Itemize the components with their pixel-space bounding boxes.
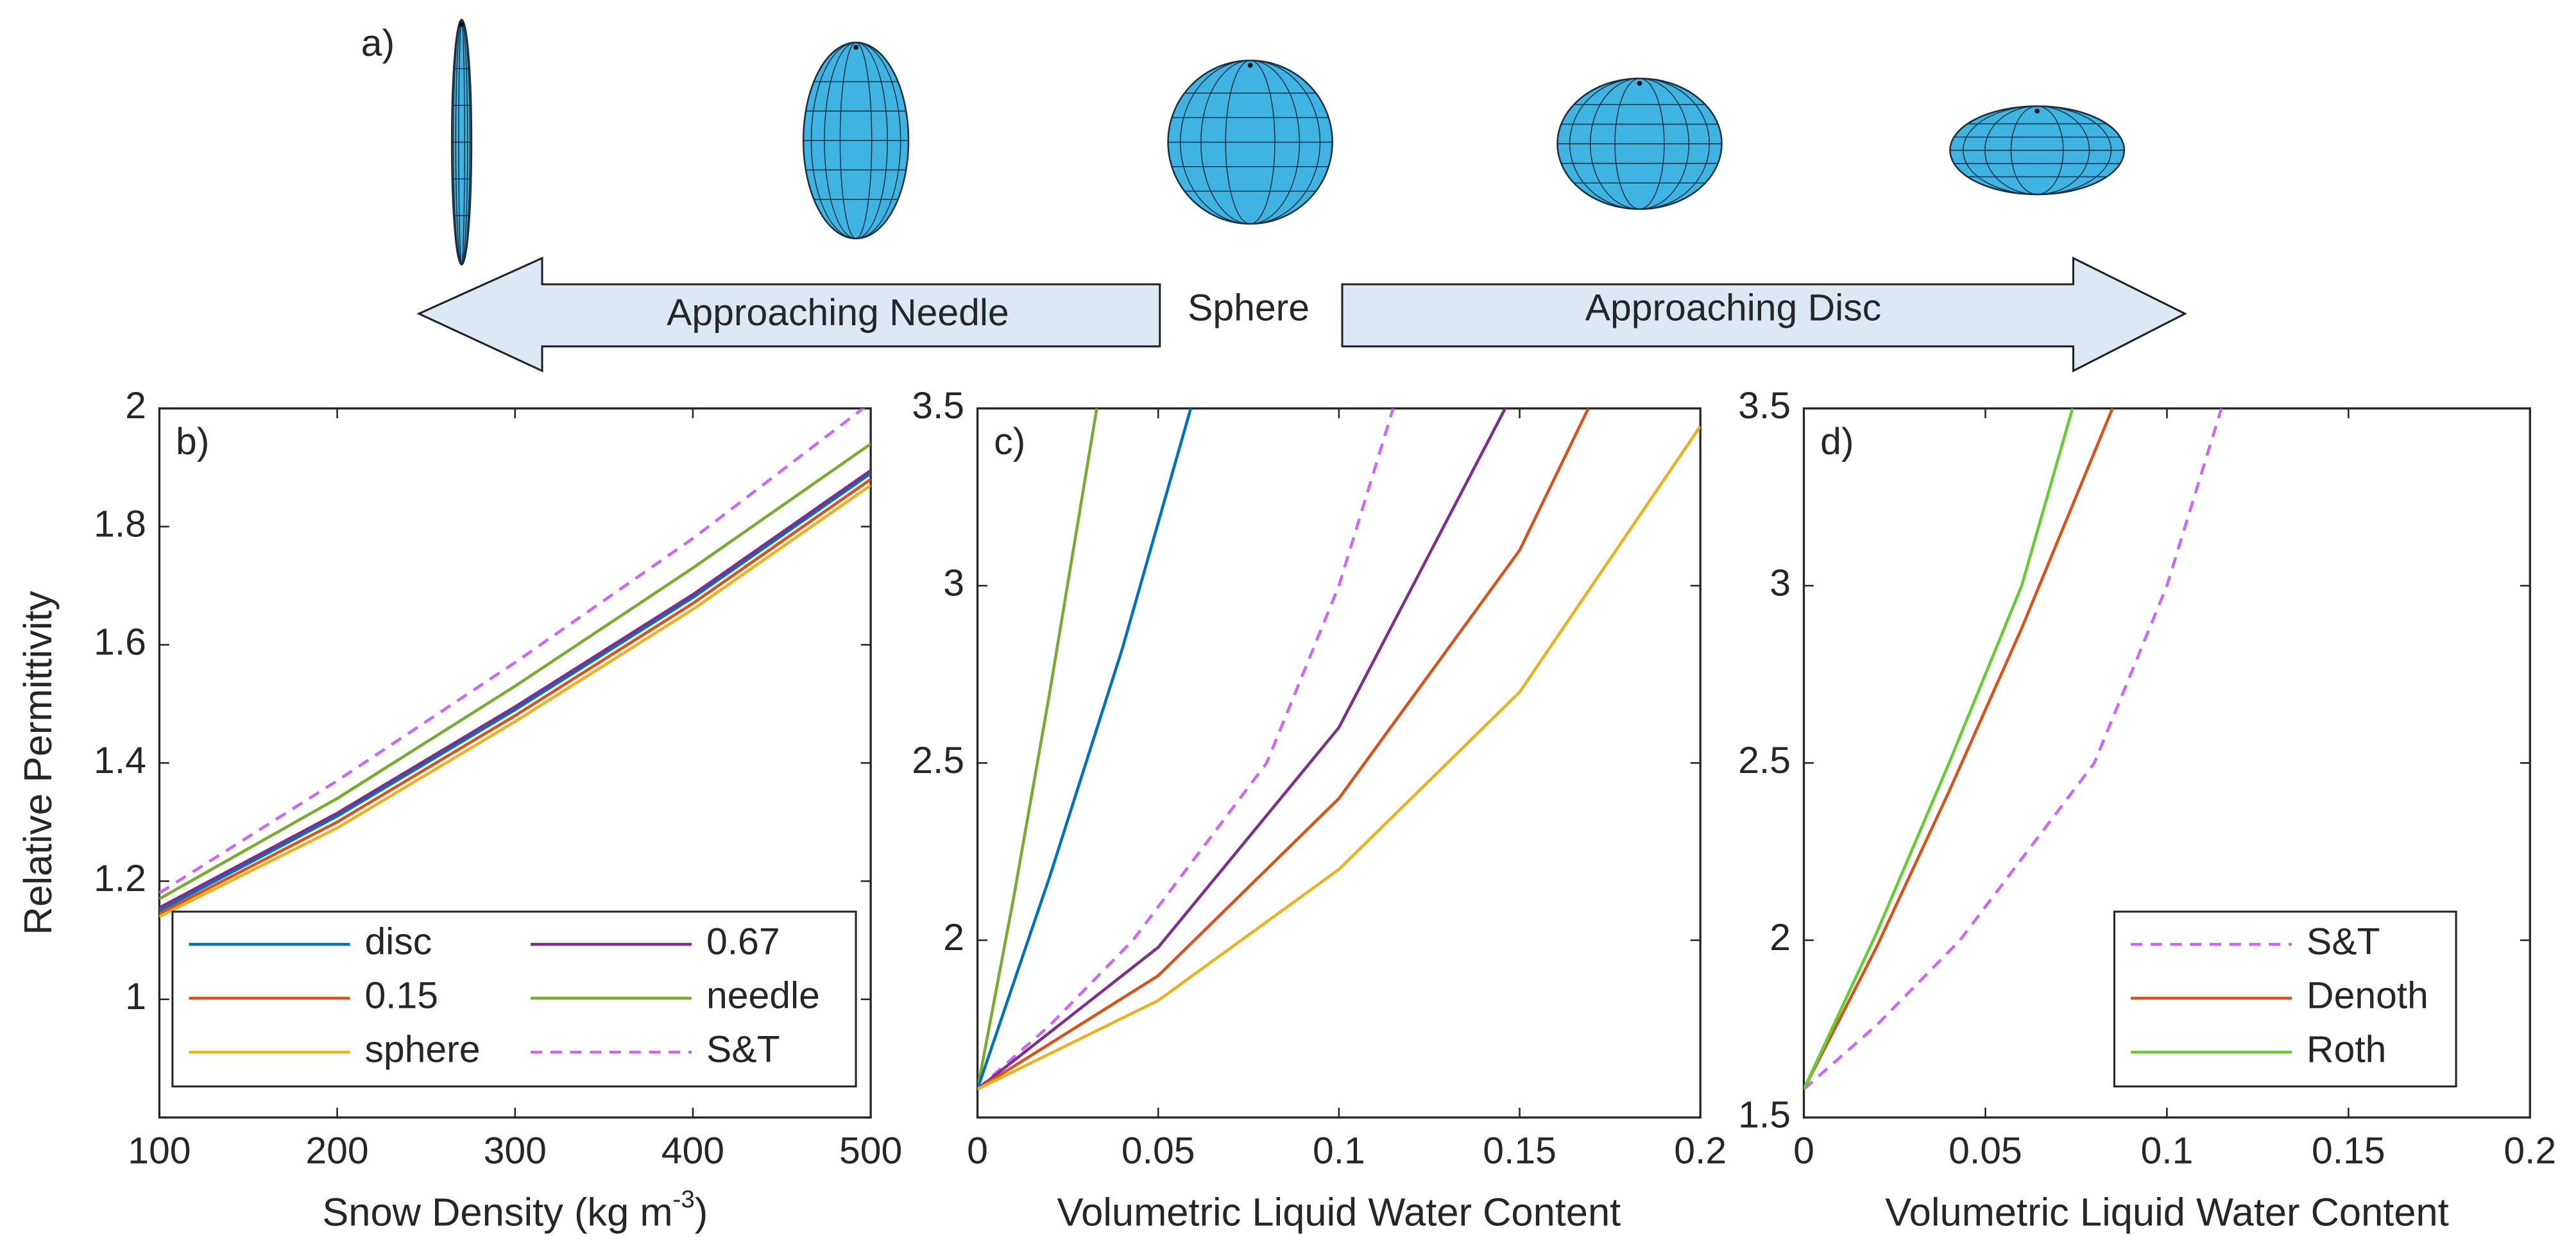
y-tick-label: 3.5 xyxy=(1738,385,1791,427)
x-tick-label: 0.2 xyxy=(2503,1130,2556,1172)
y-tick-label: 2 xyxy=(1770,917,1791,958)
x-tick-label: 0.15 xyxy=(2312,1130,2385,1172)
line xyxy=(159,472,871,912)
panel-label: a) xyxy=(361,22,395,64)
line xyxy=(1804,408,2114,1090)
arrow-disc xyxy=(1341,256,2187,373)
line xyxy=(159,443,871,901)
y-tick-label: 2 xyxy=(943,917,964,958)
x-tick-label: 200 xyxy=(305,1130,368,1172)
line xyxy=(159,408,866,894)
axes-box xyxy=(976,407,1702,1119)
x-axis-label-part: Volumetric Liquid Water Content xyxy=(1057,1191,1621,1234)
legend-label: sphere xyxy=(364,1029,480,1071)
line xyxy=(977,408,1395,1091)
x-axis-label: Snow Density (kg m-3) xyxy=(322,1186,708,1234)
line xyxy=(159,478,871,915)
legend-label: S&T xyxy=(2307,921,2380,963)
line xyxy=(977,425,1701,1091)
x-axis-label-part: Snow Density (kg m xyxy=(322,1191,672,1234)
x-tick-label: 300 xyxy=(484,1130,547,1172)
x-tick-label: 100 xyxy=(128,1130,191,1172)
x-tick-label: 0 xyxy=(967,1130,988,1172)
y-tick-label: 2.5 xyxy=(1738,740,1791,781)
y-tick-label: 1 xyxy=(125,976,146,1017)
line xyxy=(977,408,1098,1090)
legend-label: S&T xyxy=(706,1029,780,1071)
x-tick-label: 0.15 xyxy=(1483,1130,1557,1172)
panel-label: c) xyxy=(994,421,1025,463)
x-axis-label-part: Volumetric Liquid Water Content xyxy=(1885,1191,2449,1234)
x-axis-label: Volumetric Liquid Water Content xyxy=(1057,1191,1621,1234)
y-tick-label: 1.5 xyxy=(1738,1094,1791,1136)
panel: 0 0.05 0.1 0.15 0.2 1.5 2 2.5 3 3.5 d) Volumetric L… xyxy=(1738,385,2556,1234)
panel-label: d) xyxy=(1820,421,1854,463)
panel: 0 0.05 0.1 0.15 0.2 2 2.5 3 3.5 c) Volumetric Liqu… xyxy=(912,385,1727,1234)
line xyxy=(1804,408,2223,1091)
spheroids xyxy=(450,19,2126,266)
line xyxy=(977,408,1590,1091)
legend-label: Roth xyxy=(2307,1029,2386,1071)
x-tick-label: 0.1 xyxy=(2140,1130,2193,1172)
y-tick-label: 3.5 xyxy=(912,385,964,427)
panel-label: b) xyxy=(176,421,209,463)
x-axis-label: Volumetric Liquid Water Content xyxy=(1885,1191,2449,1234)
line xyxy=(977,408,1193,1090)
x-axis-label-part: -3 xyxy=(673,1186,695,1213)
y-tick-label: 3 xyxy=(943,563,964,604)
line xyxy=(1804,408,2074,1090)
arrow-label: Approaching Needle xyxy=(667,292,1009,334)
arrow-needle xyxy=(416,257,1161,373)
y-tick-label: 2 xyxy=(125,385,146,427)
x-tick-label: 400 xyxy=(661,1130,724,1172)
legend-label: 0.67 xyxy=(706,921,780,963)
pole xyxy=(1637,81,1642,86)
pole xyxy=(2034,108,2040,114)
arrow-label: Approaching Disc xyxy=(1585,287,1881,328)
panel: 100 200 300 400 500 1 1.2 1.4 1.6 1.8 2 b) Snow Dens… xyxy=(16,385,902,1234)
pole xyxy=(853,45,858,50)
line xyxy=(159,484,871,918)
x-tick-label: 0.1 xyxy=(1313,1130,1365,1172)
legend-label: 0.15 xyxy=(364,975,438,1017)
x-tick-label: 0 xyxy=(1793,1130,1814,1172)
y-tick-label: 2.5 xyxy=(912,740,964,781)
x-tick-label: 0.05 xyxy=(1949,1130,2022,1172)
y-tick-label: 1.4 xyxy=(94,740,146,781)
pole xyxy=(459,22,465,28)
arrow-label: Sphere xyxy=(1188,287,1309,328)
x-tick-label: 0.05 xyxy=(1122,1130,1195,1172)
line xyxy=(159,469,871,910)
x-tick-label: 500 xyxy=(839,1130,902,1172)
y-tick-label: 3 xyxy=(1770,563,1791,604)
legend-label: needle xyxy=(706,975,820,1017)
y-tick-label: 1.8 xyxy=(94,504,146,545)
y-tick-label: 1.2 xyxy=(94,858,146,899)
pole xyxy=(1247,63,1253,68)
y-axis-label: Relative Permittivity xyxy=(16,591,60,935)
x-tick-label: 0.2 xyxy=(1674,1130,1727,1172)
line xyxy=(977,408,1507,1091)
y-tick-label: 1.6 xyxy=(94,622,146,663)
legend-label: disc xyxy=(364,921,432,963)
x-axis-label-part: ) xyxy=(695,1191,708,1234)
legend-label: Denoth xyxy=(2307,975,2428,1017)
